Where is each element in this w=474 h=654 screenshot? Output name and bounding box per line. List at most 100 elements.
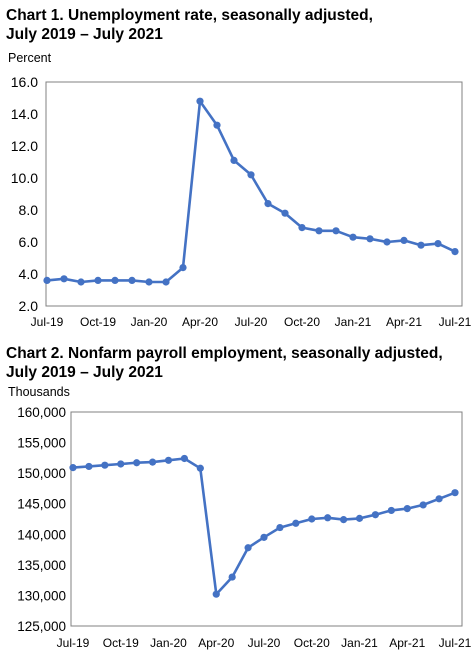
chart-2-data-point [133,459,141,467]
chart-1-x-tick-label: Jul-19 [31,315,64,329]
chart-1-title-line-2: July 2019 – July 2021 [6,26,163,43]
chart-1-data-point [43,276,51,284]
chart-1-y-tick-label: 14.0 [11,106,38,122]
chart-2-title: Chart 2. Nonfarm payroll employment, sea… [6,344,443,382]
chart-2-data-point [339,516,348,524]
chart-1-series-line [46,99,456,284]
chart-2-data-point [324,514,332,522]
chart-2-x-tick-label: Apr-21 [389,636,425,650]
chart-1-data-point [298,224,306,232]
chart-2-series-line [72,457,456,596]
chart-2-data-point [212,590,220,598]
chart-1-y-tick-label: 16.0 [11,74,38,90]
chart-2: Chart 2. Nonfarm payroll employment, sea… [0,338,474,654]
chart-1-data-point [179,264,187,272]
chart-2-y-tick-label: 155,000 [17,436,66,451]
chart-1-y-tick-label: 6.0 [19,234,39,250]
chart-2-plot: 160,000 155,000 150,000 145,000 140,000 135,0… [17,405,472,650]
chart-1-data-point [77,278,85,286]
chart-1-data-point [264,200,272,208]
chart-2-plot-frame [70,411,463,627]
chart-1-data-point [315,227,323,235]
chart-2-x-tick-label: Jul-20 [248,636,281,650]
chart-2-data-point [85,462,93,471]
chart-1-y-tick-label: 12.0 [11,138,38,154]
chart-1-data-point [196,97,204,105]
chart-2-data-point [228,573,236,581]
chart-1-title-line-1: Chart 1. Unemployment rate, seasonally a… [6,7,373,24]
chart-1-data-point [417,241,425,249]
chart-2-data-point [180,454,189,463]
chart-1-data-point [162,278,170,286]
chart-2-data-point [419,501,427,509]
chart-1-data-point [111,276,119,284]
chart-2-data-point [308,515,316,523]
chart-1-y-tick-label: 8.0 [19,202,39,218]
chart-2-data-point [387,506,395,515]
chart-2-x-tick-label: Jan-20 [150,636,187,650]
chart-2-data-point [292,519,300,527]
chart-2-y-tick-label: 125,000 [17,619,66,634]
chart-1-data-point [400,236,408,244]
chart-2-data-point [196,464,204,472]
chart-1-x-tick-label: Apr-20 [182,315,218,329]
chart-1-data-point [366,235,374,243]
chart-2-data-point [164,456,173,464]
chart-1-plot-frame [45,81,463,307]
chart-1-x-tick-label: Jul-21 [439,315,472,329]
chart-1-data-point [281,209,289,217]
chart-2-data-point [260,533,268,541]
chart-1-data-point [128,276,136,284]
chart-2-x-tick-label: Oct-20 [294,636,330,650]
chart-2-data-point [276,523,284,532]
chart-1-data-point [213,121,221,129]
chart-2-x-tick-label: Jan-21 [341,636,378,650]
chart-2-y-axis-label: Thousands [8,385,70,399]
chart-1-y-tick-label: 10.0 [11,170,38,186]
chart-2-data-point [148,458,157,466]
chart-2-data-point [244,544,252,552]
chart-1-data-point [451,248,459,256]
chart-1-data-point [434,240,442,248]
chart-1-y-axis-label: Percent [8,51,52,65]
chart-1-data-point [247,171,255,179]
chart-2-x-tick-label: Jul-21 [439,636,472,650]
chart-1: Chart 1. Unemployment rate, seasonally a… [6,6,472,329]
chart-2-y-tick-label: 130,000 [17,588,66,603]
chart-2-x-tick-label: Jul-19 [57,636,90,650]
chart-2-data-point [69,464,77,472]
chart-1-data-point [383,238,391,246]
chart-2-y-tick-label: 140,000 [17,527,66,542]
chart-1-x-tick-label: Oct-19 [80,315,116,329]
chart-2-data-point [101,461,109,469]
chart-2-y-tick-label: 160,000 [17,405,66,420]
chart-2-title-line-2: July 2019 – July 2021 [6,364,163,381]
chart-2-x-tick-label: Oct-19 [103,636,139,650]
chart-1-data-point [60,275,68,283]
chart-2-data-point [451,489,459,497]
chart-1-x-tick-label: Oct-20 [284,315,320,329]
chart-1-data-point [349,233,357,241]
chart-1-data-point [145,278,153,286]
chart-1-x-tick-label: Jan-21 [335,315,372,329]
chart-1-y-tick-label: 2.0 [19,298,39,314]
chart-2-y-tick-label: 145,000 [17,497,66,512]
chart-2-x-tick-label: Apr-20 [198,636,234,650]
chart-1-x-tick-label: Apr-21 [386,315,422,329]
chart-1-x-tick-label: Jul-20 [235,315,268,329]
chart-1-x-tick-label: Jan-20 [131,315,168,329]
chart-1-title: Chart 1. Unemployment rate, seasonally a… [6,6,373,44]
chart-1-data-point [230,156,238,164]
chart-2-data-point [435,495,443,503]
chart-2-data-point [403,505,411,513]
chart-2-data-point [371,511,380,519]
chart-1-data-point [94,276,102,284]
chart-1-data-point [332,227,340,235]
chart-2-title-line-1: Chart 2. Nonfarm payroll employment, sea… [6,345,443,362]
chart-2-data-point [355,514,364,522]
chart-2-data-point [117,460,125,468]
chart-2-y-tick-label: 150,000 [17,466,66,481]
chart-2-y-tick-label: 135,000 [17,558,66,573]
chart-1-y-tick-label: 4.0 [19,266,39,282]
